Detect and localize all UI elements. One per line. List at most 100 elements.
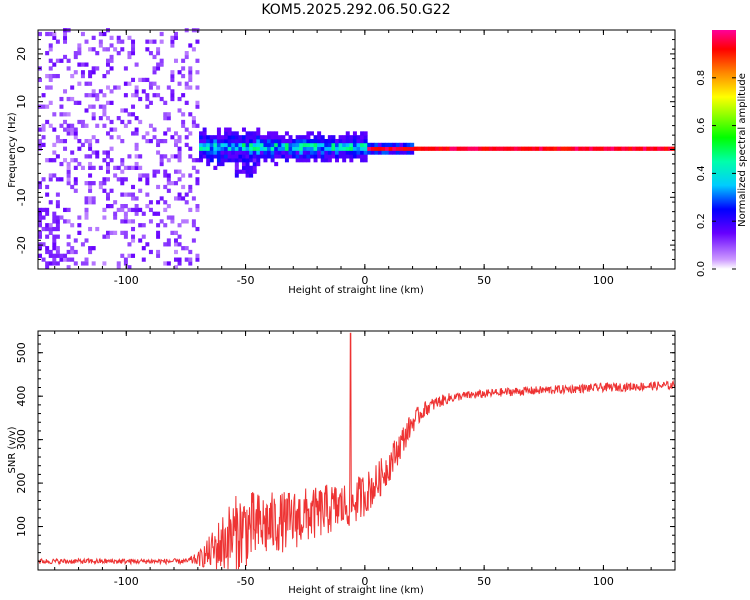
spectrogram-cell xyxy=(249,150,254,155)
spectrogram-cell xyxy=(59,112,64,117)
spectrogram-cell xyxy=(52,226,57,232)
spectrogram-cell xyxy=(48,200,53,205)
spectrogram-cell xyxy=(173,230,178,235)
spectrogram-cell xyxy=(59,138,64,144)
spectrogram-cell xyxy=(377,142,382,148)
spectrogram-cell xyxy=(345,154,350,159)
spectrogram-cell xyxy=(181,93,186,98)
spectrogram-cell xyxy=(55,177,60,182)
spectrogram-cell xyxy=(55,253,60,258)
spectrogram-cell xyxy=(234,138,239,144)
spectrogram-cell xyxy=(488,146,493,151)
spectrogram-cell xyxy=(156,66,161,71)
spectrogram-cell xyxy=(105,161,110,167)
spectrogram-cell xyxy=(195,169,200,174)
spectrogram-cell xyxy=(188,43,193,48)
spectrogram-cell xyxy=(84,81,89,86)
spectrogram-cell xyxy=(159,96,164,102)
spectrogram-cell xyxy=(138,96,143,102)
spectrogram-cell xyxy=(292,138,297,144)
spectrogram-cell xyxy=(88,47,93,52)
spectrogram-cell xyxy=(224,135,229,140)
spectrogram-cell xyxy=(195,207,200,213)
spectrogram-cell xyxy=(41,123,46,128)
spectrogram-cell xyxy=(38,184,42,190)
spectrogram-cell xyxy=(331,138,336,144)
spectrogram-cell xyxy=(84,39,89,44)
spectrogram-cell xyxy=(206,150,211,155)
spectrogram-cell xyxy=(52,215,57,220)
spectrogram-cell xyxy=(177,135,182,140)
spectrogram-cell xyxy=(45,223,50,228)
spectrogram-cell xyxy=(91,47,96,52)
spectrogram-cell xyxy=(159,62,164,67)
spectrogram-cell xyxy=(352,142,357,148)
spectrogram-cell xyxy=(73,165,78,170)
spectrogram-cell xyxy=(202,146,207,151)
spectrogram-cell xyxy=(345,150,350,155)
spectrogram-cell xyxy=(349,150,354,155)
spectrogram-cell xyxy=(420,146,425,151)
spectrogram-cell xyxy=(163,261,168,266)
spectrogram-cell xyxy=(216,161,221,167)
spectrogram-cell xyxy=(274,146,279,151)
spectrogram-cell xyxy=(199,142,204,148)
spectrogram-cell xyxy=(467,146,472,151)
colorbar-ticks: 0.0 0.2 0.4 0.6 0.8 xyxy=(696,70,736,277)
spectrogram-cell xyxy=(238,146,243,151)
spectrogram-cell xyxy=(195,58,200,63)
spectrogram-cell xyxy=(48,253,53,258)
spectrogram-cell xyxy=(191,116,196,121)
spectrogram-cell xyxy=(98,165,103,170)
spectrogram-cell xyxy=(84,211,89,216)
spectrogram-cell xyxy=(105,85,110,90)
spectrogram-cell xyxy=(91,150,96,155)
spectrogram-cell xyxy=(281,150,286,155)
spectrogram-cell xyxy=(109,158,114,163)
spectrogram-cell xyxy=(116,135,121,140)
spectrogram-cell xyxy=(320,142,325,148)
spectrogram-cell xyxy=(109,127,114,132)
spectrogram-cell xyxy=(102,47,107,52)
spectrogram-cell xyxy=(252,158,257,163)
spectrogram-cell xyxy=(48,249,53,255)
spectrogram-cell xyxy=(460,146,465,151)
spectrogram-cell xyxy=(639,146,644,151)
spectrogram-cell xyxy=(45,184,50,190)
snr-xtick-label: 0 xyxy=(361,575,368,588)
spectrogram-cell xyxy=(241,165,246,170)
spectrogram-cell xyxy=(156,169,161,174)
spectrogram-cell xyxy=(252,146,257,151)
spectrogram-cell xyxy=(424,146,429,151)
spectrogram-cell xyxy=(95,96,100,102)
spectrogram-cell xyxy=(349,142,354,148)
spectrogram-cell xyxy=(184,257,189,262)
spectrogram-cell xyxy=(241,142,246,148)
spectrogram-cell xyxy=(381,150,386,155)
spectrogram-cell xyxy=(288,135,293,140)
spectrogram-cell xyxy=(105,196,110,201)
spectrogram-cell xyxy=(66,173,71,178)
spectrogram-cell xyxy=(45,73,50,79)
spectrogram-cell xyxy=(302,154,307,159)
spectrogram-ytick-label: 20 xyxy=(15,47,28,61)
spectrogram-cell xyxy=(338,138,343,144)
spectrogram-cell xyxy=(120,158,125,163)
spectrogram-cell xyxy=(188,154,193,159)
spectrogram-cell xyxy=(59,96,64,102)
spectrogram-cell xyxy=(88,138,93,144)
spectrogram-cell xyxy=(91,261,96,266)
spectrogram-cell xyxy=(127,119,132,125)
spectrogram-cell xyxy=(195,39,200,44)
spectrogram-cell xyxy=(231,142,236,148)
spectrogram-cell xyxy=(231,146,236,151)
spectrogram-cell xyxy=(98,39,103,44)
snr-ytick-label: 500 xyxy=(15,342,28,363)
spectrogram-cell xyxy=(252,150,257,155)
spectrogram-cell xyxy=(163,154,168,159)
spectrogram-cell xyxy=(52,62,57,67)
spectrogram-cell xyxy=(163,223,168,228)
spectrogram-cell xyxy=(102,73,107,79)
spectrogram-cell xyxy=(302,142,307,148)
spectrogram-cell xyxy=(52,211,57,216)
